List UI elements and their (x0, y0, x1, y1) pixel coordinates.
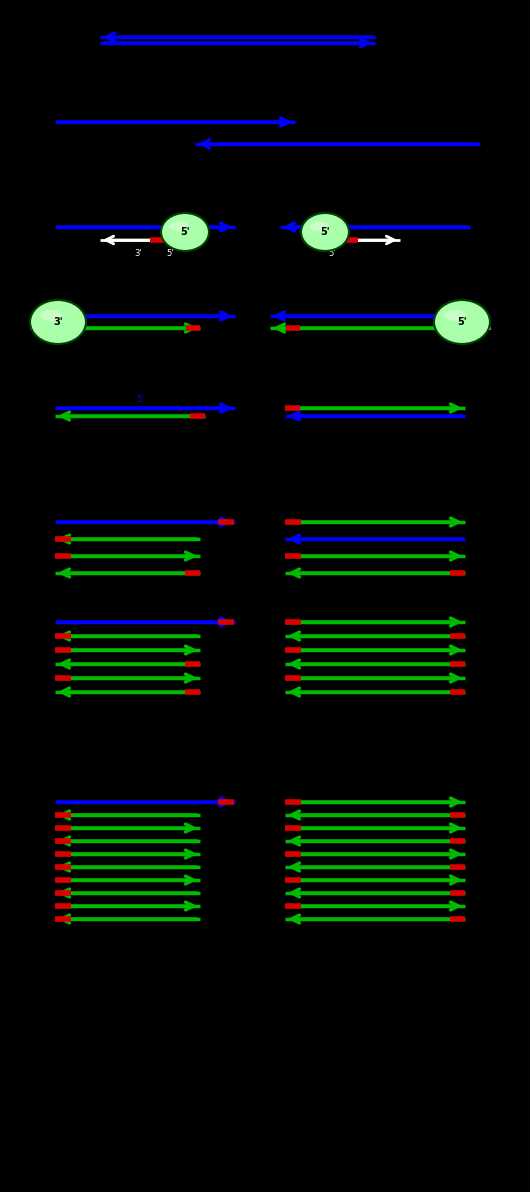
Text: 5': 5' (328, 249, 335, 257)
Text: 5': 5' (320, 226, 330, 237)
Ellipse shape (40, 310, 62, 321)
Ellipse shape (434, 300, 490, 344)
Ellipse shape (444, 310, 466, 321)
Text: 5': 5' (136, 395, 144, 404)
Ellipse shape (30, 300, 86, 344)
Text: 5': 5' (180, 226, 190, 237)
Text: 3': 3' (53, 317, 63, 327)
Ellipse shape (161, 213, 209, 252)
Text: 5': 5' (166, 249, 174, 257)
Ellipse shape (170, 222, 189, 231)
Ellipse shape (310, 222, 329, 231)
Ellipse shape (301, 213, 349, 252)
Text: 5': 5' (457, 317, 467, 327)
Text: 3': 3' (134, 249, 142, 257)
